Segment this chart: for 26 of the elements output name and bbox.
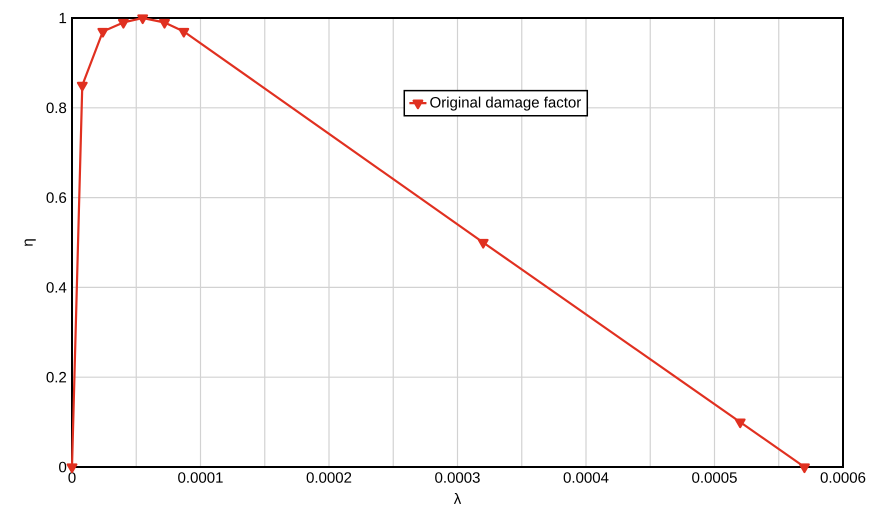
y-tick-label: 0.2 bbox=[46, 372, 66, 383]
x-tick-label: 0.0005 bbox=[692, 472, 737, 483]
x-tick-label: 0 bbox=[68, 472, 76, 483]
point bbox=[66, 463, 78, 474]
y-axis-title: η bbox=[24, 239, 36, 246]
x-tick-label: 0.0002 bbox=[306, 472, 352, 483]
x-tick-label: 0.0006 bbox=[820, 472, 866, 483]
legend-label: Original damage factor bbox=[430, 96, 581, 111]
x-tick-label: 0.0004 bbox=[564, 472, 608, 483]
y-tick-label: 1 bbox=[60, 12, 66, 24]
point bbox=[97, 28, 108, 38]
x-axis-title: λ bbox=[454, 493, 462, 504]
point bbox=[159, 18, 170, 29]
point bbox=[799, 463, 810, 474]
point bbox=[137, 14, 148, 24]
x-tick-label: 0.0003 bbox=[435, 472, 480, 483]
point bbox=[178, 28, 190, 38]
point bbox=[76, 82, 88, 92]
y-tick-label: 0.8 bbox=[46, 102, 66, 114]
y-tick-label: 0.6 bbox=[46, 192, 66, 203]
x-tick-label: 0.0001 bbox=[178, 472, 223, 483]
y-tick-label: 0 bbox=[59, 462, 66, 472]
y-tick-label: 0.4 bbox=[46, 282, 66, 293]
point bbox=[478, 238, 489, 249]
point bbox=[118, 18, 129, 29]
point bbox=[734, 418, 746, 428]
